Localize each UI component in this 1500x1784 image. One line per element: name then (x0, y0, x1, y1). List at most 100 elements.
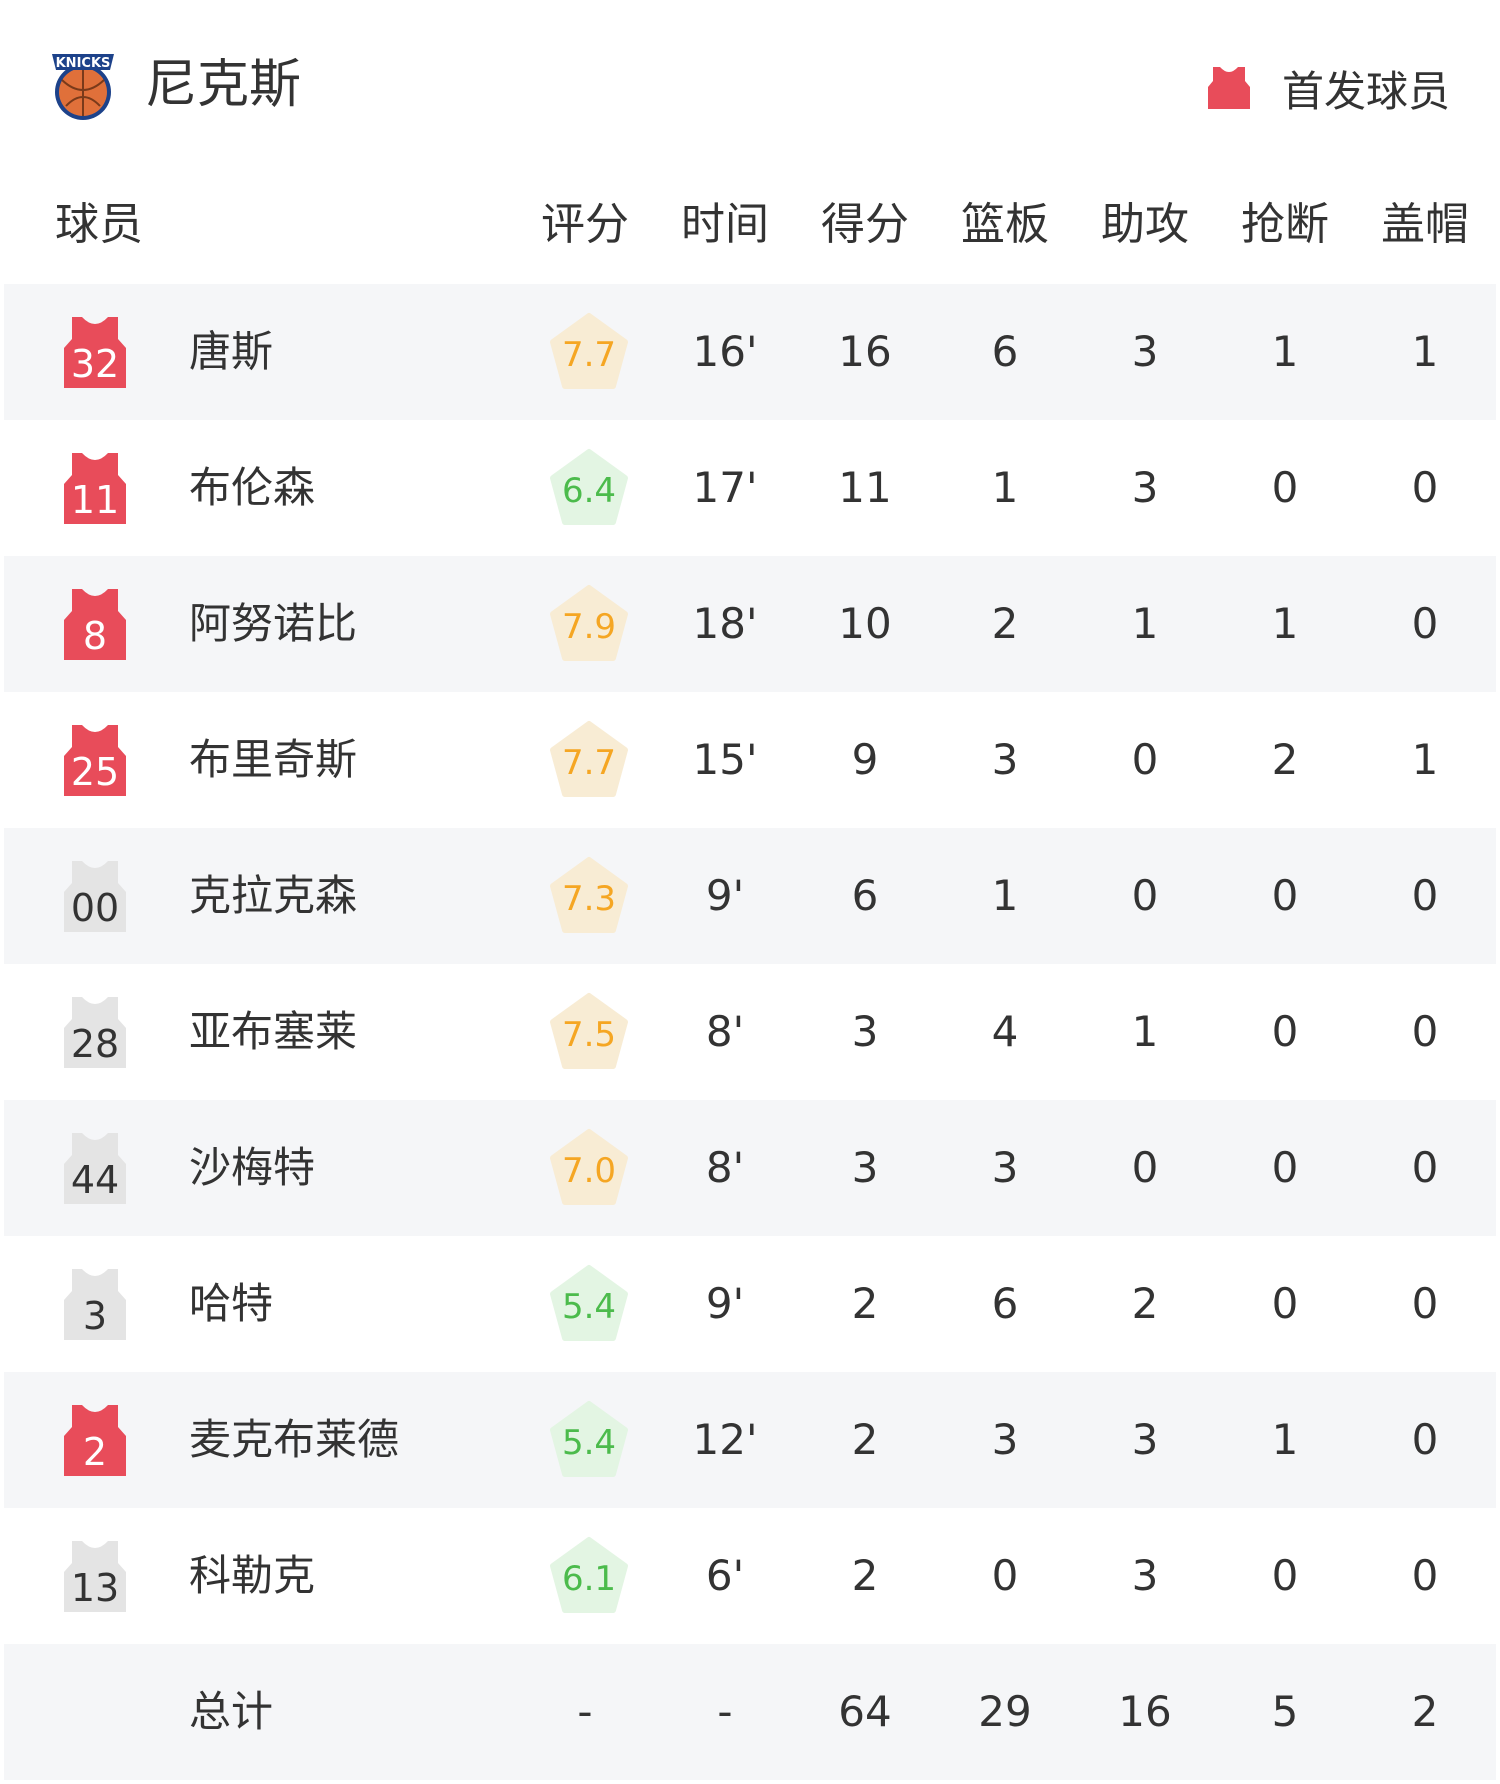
jersey-number: 2 (82, 1430, 108, 1474)
steals-value: 0 (1271, 871, 1299, 920)
rebounds-value: 1 (991, 871, 1019, 920)
jersey-icon: 2 (60, 1403, 130, 1477)
jersey-number: 3 (82, 1294, 108, 1338)
total-rebounds-value: 29 (978, 1687, 1032, 1736)
rating-badge: 7.3 (549, 856, 629, 936)
player-name[interactable]: 唐斯 (189, 327, 274, 376)
jersey-number: 25 (70, 750, 120, 794)
player-row[interactable]: 2 麦克布莱德 5.4 12' 2 3 3 1 0 (4, 1372, 1496, 1508)
player-name[interactable]: 阿努诺比 (189, 599, 358, 648)
rating-value: 7.0 (561, 1151, 617, 1191)
points-value: 9 (851, 735, 879, 784)
starter-legend: 首发球员 (1206, 58, 1450, 118)
rating-badge: 7.7 (549, 720, 629, 800)
svg-text:KNICKS: KNICKS (56, 56, 111, 71)
steals-value: 2 (1271, 735, 1299, 784)
rebounds-value: 3 (991, 1143, 1019, 1192)
blocks-value: 0 (1411, 1007, 1439, 1056)
player-row[interactable]: 11 布伦森 6.4 17' 11 1 3 0 0 (4, 420, 1496, 556)
player-name[interactable]: 布伦森 (189, 463, 316, 512)
points-value: 3 (851, 1007, 879, 1056)
jersey-number: 28 (70, 1022, 120, 1066)
jersey-icon: 28 (60, 995, 130, 1069)
assists-value: 3 (1131, 1415, 1159, 1464)
player-name[interactable]: 布里奇斯 (189, 735, 358, 784)
jersey-number: 44 (70, 1158, 120, 1202)
blocks-value: 0 (1411, 463, 1439, 512)
player-row[interactable]: 25 布里奇斯 7.7 15' 9 3 0 2 1 (4, 692, 1496, 828)
steals-value: 0 (1271, 1551, 1299, 1600)
points-value: 2 (851, 1279, 879, 1328)
blocks-value: 1 (1411, 327, 1439, 376)
jersey-icon: 00 (60, 859, 130, 933)
col-rebounds: 篮板 (961, 199, 1049, 250)
rating-value: 5.4 (561, 1423, 617, 1463)
steals-value: 1 (1271, 1415, 1299, 1464)
jersey-number: 13 (70, 1566, 120, 1610)
team-name: 尼克斯 (145, 55, 302, 115)
team-header: KNICKS 尼克斯 首发球员 (0, 40, 1500, 130)
rebounds-value: 6 (991, 1279, 1019, 1328)
points-value: 2 (851, 1415, 879, 1464)
rating-value: 5.4 (561, 1287, 617, 1327)
player-row[interactable]: 3 哈特 5.4 9' 2 6 2 0 0 (4, 1236, 1496, 1372)
minutes-value: 15' (692, 735, 758, 784)
minutes-value: 18' (692, 599, 758, 648)
minutes-value: 17' (692, 463, 758, 512)
assists-value: 3 (1131, 463, 1159, 512)
total-points-value: 64 (838, 1687, 892, 1736)
rating-badge: 7.7 (549, 312, 629, 392)
rebounds-value: 3 (991, 735, 1019, 784)
jersey-icon: 8 (60, 587, 130, 661)
blocks-value: 0 (1411, 1143, 1439, 1192)
points-value: 10 (838, 599, 892, 648)
player-name[interactable]: 亚布塞莱 (189, 1007, 358, 1056)
minutes-value: 8' (705, 1143, 745, 1192)
rebounds-value: 3 (991, 1415, 1019, 1464)
player-name[interactable]: 科勒克 (189, 1551, 316, 1600)
col-rating: 评分 (541, 199, 629, 250)
rebounds-value: 0 (991, 1551, 1019, 1600)
player-row[interactable]: 28 亚布塞莱 7.5 8' 3 4 1 0 0 (4, 964, 1496, 1100)
rating-value: 7.7 (561, 335, 617, 375)
points-value: 3 (851, 1143, 879, 1192)
rating-badge: 7.5 (549, 992, 629, 1072)
rebounds-value: 2 (991, 599, 1019, 648)
total-blocks-value: 2 (1411, 1687, 1439, 1736)
steals-value: 0 (1271, 463, 1299, 512)
total-label: 总计 (189, 1687, 274, 1736)
player-row[interactable]: 44 沙梅特 7.0 8' 3 3 0 0 0 (4, 1100, 1496, 1236)
points-value: 16 (838, 327, 892, 376)
total-steals-value: 5 (1271, 1687, 1299, 1736)
jersey-number: 32 (70, 342, 120, 386)
blocks-value: 0 (1411, 1279, 1439, 1328)
col-minutes: 时间 (681, 199, 769, 250)
rating-value: 7.3 (561, 879, 617, 919)
total-minutes-value: - (717, 1687, 733, 1736)
player-name[interactable]: 哈特 (189, 1279, 274, 1328)
player-row[interactable]: 32 唐斯 7.7 16' 16 6 3 1 1 (4, 284, 1496, 420)
blocks-value: 0 (1411, 599, 1439, 648)
steals-value: 1 (1271, 599, 1299, 648)
player-name[interactable]: 麦克布莱德 (189, 1415, 400, 1464)
player-name[interactable]: 沙梅特 (189, 1143, 316, 1192)
assists-value: 1 (1131, 1007, 1159, 1056)
player-row[interactable]: 13 科勒克 6.1 6' 2 0 3 0 0 (4, 1508, 1496, 1644)
assists-value: 0 (1131, 735, 1159, 784)
steals-value: 0 (1271, 1279, 1299, 1328)
player-row[interactable]: 8 阿努诺比 7.9 18' 10 2 1 1 0 (4, 556, 1496, 692)
rating-badge: 6.1 (549, 1536, 629, 1616)
jersey-number: 11 (70, 478, 120, 522)
jersey-icon: 11 (60, 451, 130, 525)
assists-value: 1 (1131, 599, 1159, 648)
rating-value: 7.5 (561, 1015, 617, 1055)
player-name[interactable]: 克拉克森 (189, 871, 358, 920)
rating-value: 6.1 (561, 1559, 617, 1599)
player-row[interactable]: 00 克拉克森 7.3 9' 6 1 0 0 0 (4, 828, 1496, 964)
col-points: 得分 (821, 199, 909, 250)
rating-badge: 7.0 (549, 1128, 629, 1208)
rating-value: 7.9 (561, 607, 617, 647)
legend-label: 首发球员 (1281, 66, 1450, 116)
points-value: 11 (838, 463, 892, 512)
steals-value: 1 (1271, 327, 1299, 376)
